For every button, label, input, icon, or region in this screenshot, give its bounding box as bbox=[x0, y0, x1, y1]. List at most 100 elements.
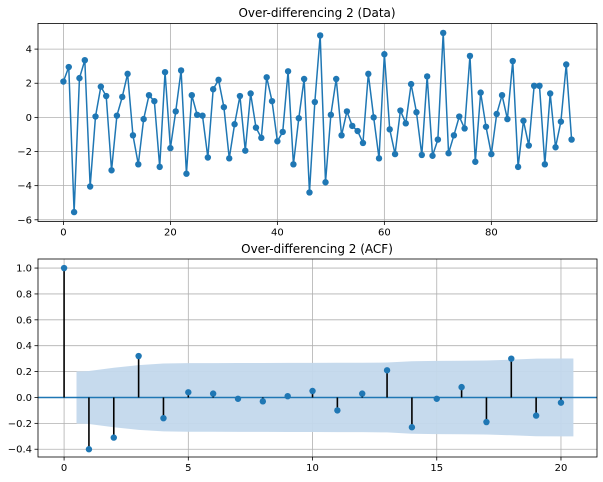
acf-ytick-label: 0.4 bbox=[16, 341, 32, 352]
data-point bbox=[231, 121, 238, 128]
data-xtick-label: 80 bbox=[485, 228, 498, 239]
data-point bbox=[338, 132, 345, 139]
data-point bbox=[386, 126, 393, 133]
acf-point bbox=[309, 387, 316, 395]
acf-plot-title: Over-differencing 2 (ACF) bbox=[241, 242, 393, 256]
data-point bbox=[274, 138, 281, 145]
acf-point bbox=[85, 446, 93, 453]
data-point bbox=[177, 67, 185, 74]
data-point bbox=[568, 136, 575, 143]
data-point bbox=[349, 122, 356, 130]
data-ytick-label: −2 bbox=[17, 147, 32, 158]
data-plot-grid bbox=[38, 23, 597, 222]
data-point bbox=[546, 90, 554, 97]
data-point bbox=[119, 93, 126, 101]
data-xtick-label: 60 bbox=[378, 228, 391, 239]
data-point bbox=[193, 111, 201, 119]
data-point bbox=[145, 91, 153, 99]
data-point bbox=[407, 80, 415, 88]
data-ytick-label: −4 bbox=[17, 181, 32, 192]
data-point bbox=[530, 82, 538, 90]
data-point bbox=[402, 120, 409, 127]
data-point bbox=[81, 56, 89, 64]
acf-xtick-label: 10 bbox=[306, 463, 319, 474]
data-point bbox=[103, 92, 110, 100]
data-point bbox=[183, 170, 190, 177]
data-point bbox=[140, 115, 147, 123]
data-point bbox=[258, 134, 265, 142]
acf-plot-frame bbox=[37, 258, 598, 458]
data-plot-series bbox=[60, 29, 575, 216]
data-point bbox=[279, 128, 286, 136]
data-point bbox=[92, 113, 99, 120]
acf-point bbox=[209, 390, 217, 397]
data-point bbox=[520, 117, 527, 124]
data-point bbox=[434, 136, 442, 143]
data-point bbox=[161, 68, 169, 76]
data-point bbox=[135, 161, 142, 168]
acf-plot-panel: Over-differencing 2 (ACF) 0 5 10 15 20 −0.4 −0… bbox=[8, 242, 598, 474]
data-point bbox=[493, 110, 500, 118]
data-point bbox=[284, 68, 292, 75]
data-point bbox=[263, 74, 270, 81]
acf-point bbox=[508, 355, 515, 362]
data-point bbox=[204, 154, 212, 161]
acf-xtick-label: 0 bbox=[61, 463, 67, 474]
data-point bbox=[488, 150, 495, 158]
data-xtick-label: 40 bbox=[271, 228, 284, 239]
data-point bbox=[466, 52, 474, 60]
data-point bbox=[413, 109, 420, 116]
acf-ytick-label: −0.4 bbox=[8, 445, 32, 456]
data-point bbox=[156, 163, 163, 171]
data-point bbox=[563, 61, 570, 68]
data-point bbox=[60, 78, 67, 85]
data-point bbox=[375, 155, 383, 162]
data-ytick-label: −6 bbox=[17, 215, 32, 226]
acf-ytick-label: 0.2 bbox=[16, 367, 32, 378]
acf-point bbox=[433, 395, 440, 402]
data-point bbox=[268, 97, 276, 105]
data-point bbox=[129, 132, 137, 139]
data-point bbox=[188, 91, 195, 99]
data-point bbox=[525, 142, 532, 149]
data-point bbox=[440, 29, 447, 37]
data-point bbox=[322, 179, 329, 186]
data-point bbox=[124, 70, 131, 78]
acf-point bbox=[334, 407, 341, 414]
data-xtick-label: 0 bbox=[60, 228, 66, 239]
data-point bbox=[295, 115, 302, 122]
acf-ytick-label: 1.0 bbox=[16, 264, 32, 275]
data-point bbox=[215, 76, 222, 84]
acf-xtick-label: 15 bbox=[430, 463, 443, 474]
data-series-line bbox=[62, 32, 573, 213]
data-plot-ticks: 0 20 40 60 80 −6 −4 −2 0 2 4 bbox=[17, 45, 497, 239]
data-point bbox=[172, 108, 179, 115]
data-point bbox=[290, 161, 297, 168]
data-point bbox=[504, 115, 511, 123]
data-xtick-label: 20 bbox=[164, 228, 177, 239]
acf-point bbox=[60, 264, 68, 272]
data-point bbox=[86, 183, 94, 190]
data-point bbox=[514, 163, 522, 171]
data-point bbox=[242, 147, 249, 154]
acf-point bbox=[532, 412, 540, 419]
data-point bbox=[151, 97, 158, 105]
data-point bbox=[316, 32, 324, 39]
acf-point bbox=[160, 414, 167, 422]
data-ytick-label: 2 bbox=[26, 79, 32, 90]
data-point bbox=[327, 111, 335, 119]
acf-ytick-label: 0.8 bbox=[16, 289, 32, 300]
data-point bbox=[482, 123, 490, 130]
data-point bbox=[209, 86, 217, 93]
data-point bbox=[509, 57, 516, 65]
acf-point bbox=[383, 367, 391, 374]
data-point bbox=[472, 158, 479, 165]
data-point bbox=[300, 75, 308, 83]
data-point bbox=[113, 112, 121, 119]
data-point bbox=[252, 124, 260, 131]
data-point bbox=[391, 150, 399, 158]
data-ytick-label: 0 bbox=[26, 113, 32, 124]
data-point bbox=[370, 114, 377, 121]
data-point bbox=[236, 92, 244, 100]
